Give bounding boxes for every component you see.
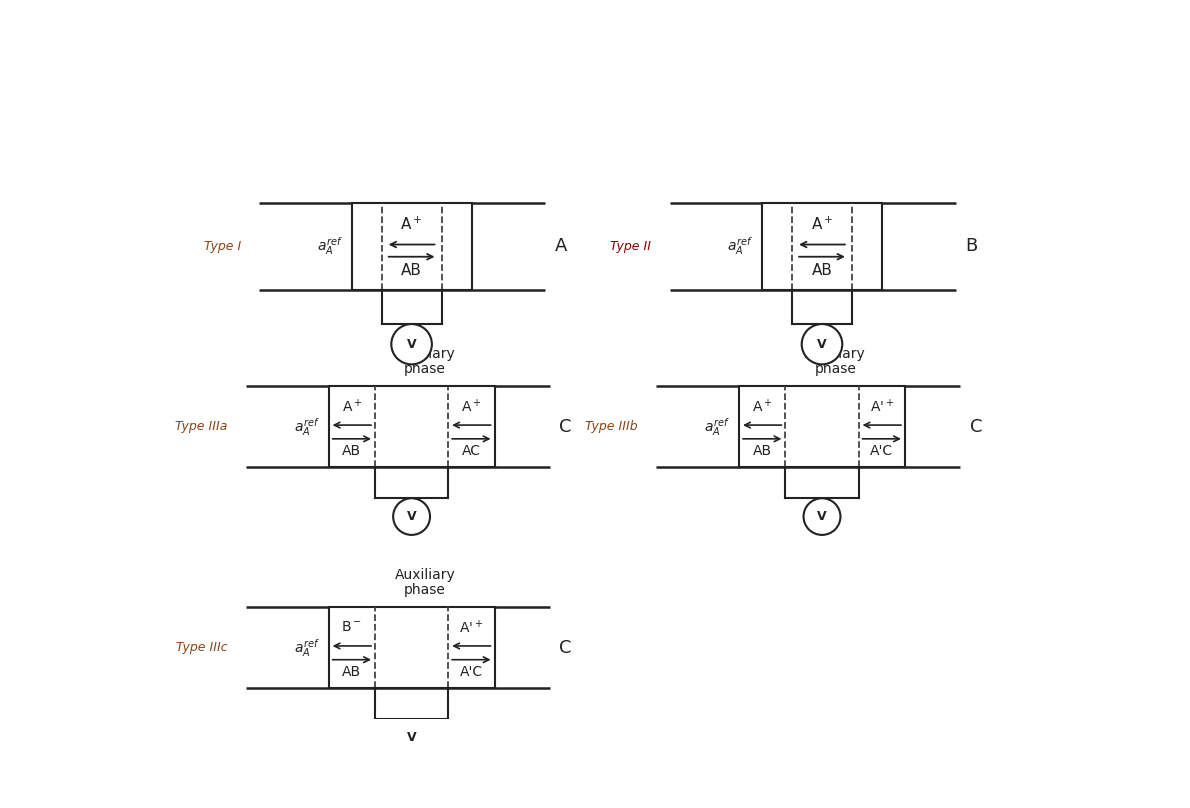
Ellipse shape [393,719,430,755]
Text: A'C: A'C [459,665,483,679]
Text: V: V [818,510,827,523]
Text: Type IIIc: Type IIIc [175,641,227,654]
Text: $a_A^{ref}$: $a_A^{ref}$ [317,235,343,257]
Text: Auxiliary: Auxiliary [395,568,456,582]
Text: C: C [559,638,571,657]
Text: Type I: Type I [203,240,240,253]
Text: $a_A^{ref}$: $a_A^{ref}$ [294,416,319,438]
Text: C: C [559,418,571,436]
Text: A: A [555,238,566,255]
Text: B$^-$: B$^-$ [342,621,362,634]
Text: phase: phase [814,362,857,376]
Text: Auxiliary: Auxiliary [804,347,865,361]
Text: phase: phase [403,583,446,597]
Text: A$^+$: A$^+$ [810,216,833,234]
Ellipse shape [393,499,430,535]
Text: A$^+$: A$^+$ [400,216,422,234]
Text: V: V [818,338,827,351]
Text: V: V [407,731,416,744]
Text: A$^+$: A$^+$ [461,398,482,415]
Text: C: C [970,418,982,436]
Text: AB: AB [812,263,833,278]
Text: V: V [407,510,416,523]
Ellipse shape [803,499,840,535]
Bar [352,203,471,290]
Text: A'$^+$: A'$^+$ [870,398,894,415]
Text: AB: AB [343,665,362,679]
Bar [328,386,495,467]
Text: Auxiliary: Auxiliary [395,347,456,361]
Text: Type IIIa: Type IIIa [175,420,227,433]
Text: Type II: Type II [610,240,651,253]
Text: AB: AB [343,444,362,458]
Text: A'$^+$: A'$^+$ [459,619,483,636]
Text: A'C: A'C [870,444,894,458]
Text: $a_A^{ref}$: $a_A^{ref}$ [294,637,319,659]
Ellipse shape [392,324,432,364]
Bar [762,203,882,290]
Text: Type IIIb: Type IIIb [585,420,638,433]
Text: AC: AC [462,444,481,458]
Text: V: V [407,338,416,351]
Text: AB: AB [752,444,772,458]
Bar [739,386,906,467]
Bar [328,607,495,688]
Text: A$^+$: A$^+$ [752,398,772,415]
Ellipse shape [802,324,843,364]
Text: AB: AB [401,263,422,278]
Text: phase: phase [403,362,446,376]
Text: B: B [965,238,977,255]
Text: $a_A^{ref}$: $a_A^{ref}$ [704,416,729,438]
Text: $a_A^{ref}$: $a_A^{ref}$ [727,235,753,257]
Text: A$^+$: A$^+$ [342,398,362,415]
